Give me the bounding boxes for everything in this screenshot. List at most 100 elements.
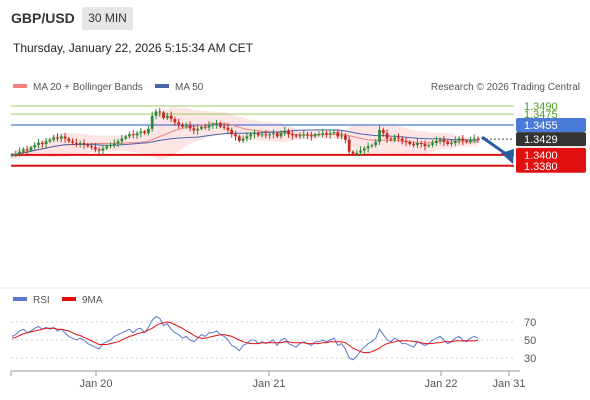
candle-up (374, 141, 378, 146)
candle-down (143, 131, 147, 134)
rsi-ma-legend-swatch (62, 297, 76, 301)
candle-up (366, 146, 370, 149)
candle-down (86, 144, 90, 147)
rsi-tick-label-30: 30 (524, 353, 536, 365)
candle-up (469, 139, 472, 142)
candle-down (446, 141, 450, 145)
candle-up (317, 134, 321, 136)
candle-up (21, 149, 25, 152)
candle-down (400, 138, 404, 141)
moving-average-layer (11, 122, 479, 156)
candle-up (272, 133, 275, 135)
pivot-label: 1.3455 (524, 120, 558, 132)
candle-down (90, 146, 93, 148)
candle-down (408, 141, 412, 145)
datetime-label: Thursday, January 22, 2026 5:15:34 AM CE… (13, 41, 253, 55)
candle-up (120, 138, 124, 142)
candle-up (101, 148, 105, 151)
candle-up (370, 145, 374, 147)
candle-down (264, 134, 268, 136)
candle-down (169, 115, 173, 120)
candle-down (306, 134, 309, 136)
support-label-box-1-3400 (516, 147, 586, 162)
rsi-panel: RSI 9MA 70 50 30 (0, 287, 590, 365)
candle-up (393, 137, 397, 140)
candle-up (298, 135, 302, 137)
timeframe-badge[interactable]: 30 MIN (82, 7, 133, 30)
candle-up (196, 128, 200, 131)
x-tick-label: Jan 22 (424, 378, 457, 390)
candle-down (423, 144, 427, 147)
x-axis: Jan 20 Jan 21 Jan 22 Jan 31 (10, 370, 526, 390)
ma20-line (11, 122, 479, 156)
candle-up (14, 153, 18, 155)
candle-up (78, 142, 82, 145)
candle-down (56, 137, 59, 139)
candle-down (476, 138, 480, 140)
target-label-1-3490: 1.3490 (524, 101, 558, 113)
candle-down (218, 123, 222, 127)
candle-down (162, 112, 165, 118)
pivot-label-box (516, 118, 586, 133)
ma20-legend-swatch (13, 84, 27, 88)
candle-up (215, 123, 218, 125)
candle-down (40, 142, 44, 145)
candle-up (112, 143, 116, 146)
candle-down (465, 140, 469, 142)
candle-down (237, 136, 241, 141)
candle-down (173, 119, 177, 123)
rsi-ma-line (11, 321, 479, 354)
candle-up (359, 150, 362, 153)
candle-up (321, 133, 325, 135)
candle-down (461, 138, 465, 141)
candle-down (25, 149, 29, 151)
candle-down (177, 122, 181, 125)
candle-up (105, 146, 109, 149)
candle-up (116, 141, 120, 144)
candle-up (52, 137, 56, 140)
candle-down (343, 135, 347, 140)
candle-up (332, 132, 336, 134)
symbol-label: GBP/USD (11, 10, 75, 26)
candle-up (328, 133, 332, 135)
candle-up (37, 142, 40, 146)
x-tick-label: Jan 31 (492, 378, 525, 390)
candle-down (256, 133, 260, 136)
candle-down (442, 139, 446, 142)
candle-down (325, 133, 328, 135)
candle-up (279, 133, 283, 137)
candle-up (29, 147, 33, 151)
candle-up (438, 139, 442, 141)
candle-up (128, 134, 131, 137)
candle-up (139, 131, 143, 134)
rsi-line (11, 316, 479, 361)
candle-down (404, 140, 408, 142)
ma50-line (11, 129, 479, 156)
ma20-legend-label: MA 20 + Bollinger Bands (33, 82, 143, 93)
candle-up (241, 138, 245, 141)
candle-down (82, 142, 86, 145)
current-price-label: 1.3429 (524, 134, 558, 146)
x-axis-ticks: Jan 20 Jan 21 Jan 22 Jan 31 (79, 371, 526, 390)
candle-up (200, 126, 203, 129)
candle-up (434, 140, 438, 143)
candle-down (230, 129, 234, 135)
candle-up (313, 134, 317, 137)
candle-up (207, 125, 211, 128)
candle-up (302, 134, 306, 136)
rsi-tick-label-50: 50 (524, 335, 536, 347)
ma50-legend-swatch (155, 84, 169, 88)
copyright-label: Research © 2026 Trading Central (431, 82, 580, 93)
candle-up (135, 133, 139, 136)
candle-up (33, 145, 37, 148)
candle-up (165, 115, 169, 118)
candle-up (48, 139, 52, 142)
candle-down (397, 137, 400, 139)
candle-up (146, 128, 150, 134)
candle-down (131, 134, 135, 136)
candle-up (18, 151, 21, 154)
price-lines-layer (11, 105, 514, 167)
candle-down (97, 149, 101, 151)
